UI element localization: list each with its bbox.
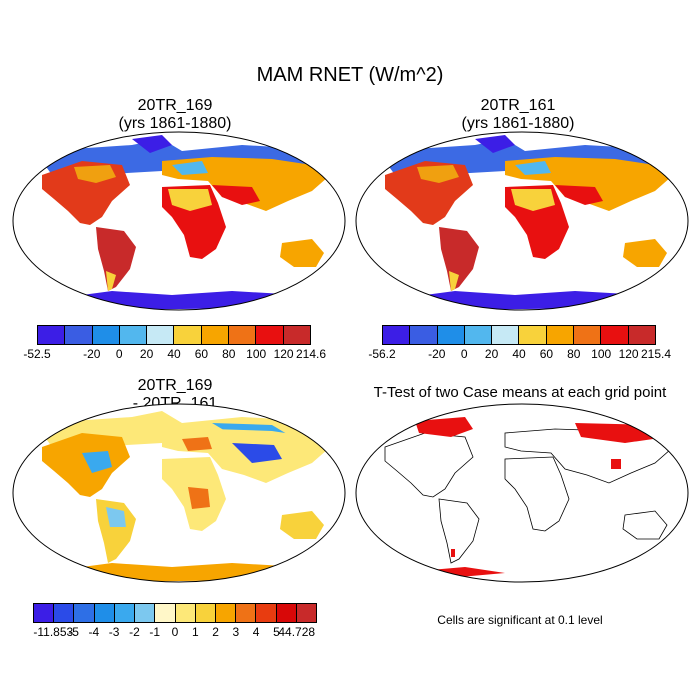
colorbar_3-label-11: 5 [273, 625, 280, 639]
colorbar_3-swatch-2 [74, 604, 95, 622]
north-america-tl [42, 161, 130, 225]
africa-tl [162, 185, 226, 259]
colorbar_3-label-12: 44.728 [278, 625, 316, 639]
colorbar_2-swatch-7 [574, 326, 602, 344]
panel-title-tl-line1: 20TR_169 [137, 97, 213, 114]
colorbar_2-label-2: 0 [460, 347, 468, 361]
colorbar_2-swatch-6 [546, 326, 575, 344]
colorbar_1-swatch-4 [147, 326, 175, 344]
colorbar_2-label-5: 60 [539, 347, 554, 361]
colorbar_2-label-1: -20 [428, 347, 446, 361]
map-panel-br [355, 403, 689, 583]
colorbar_3-label-7: 1 [191, 625, 199, 639]
colorbar-tr [382, 325, 656, 345]
colorbar_1-swatch-1 [65, 326, 93, 344]
colorbar_2-swatch-3 [464, 326, 493, 344]
colorbar_1-label-6: 80 [222, 347, 236, 361]
map-panel-bl [12, 403, 346, 583]
colorbar_2-label-8: 120 [618, 347, 639, 361]
colorbar_3-label-3: -3 [108, 625, 120, 639]
colorbar_1-label-9: 214.6 [295, 347, 327, 361]
colorbar_3-swatch-10 [236, 604, 257, 622]
figure-title: MAM RNET (W/m^2) [256, 64, 444, 86]
eurasia-tl [162, 157, 328, 211]
eurasia-tr [505, 157, 671, 211]
colorbar_1-swatch-8 [256, 326, 284, 344]
colorbar_3-swatch-9 [215, 604, 237, 622]
panel-title-tr-line2: (yrs 1861-1880) [461, 115, 575, 132]
colorbar_1-label-5: 60 [194, 347, 209, 361]
colorbar_2-swatch-2 [437, 326, 465, 344]
panel-title-bl-line1: 20TR_169 [137, 377, 213, 394]
colorbar_1-label-7: 100 [246, 347, 267, 361]
colorbar_3-label-2: -4 [88, 625, 100, 639]
colorbar_1-swatch-3 [119, 326, 148, 344]
colorbar_2-swatch-1 [410, 326, 438, 344]
colorbar_2-swatch-8 [601, 326, 629, 344]
colorbar_3-swatch-8 [195, 604, 216, 622]
eurasia-bl [162, 429, 328, 483]
colorbar_3-label-1: -5 [68, 625, 79, 639]
colorbar_3-swatch-0 [34, 604, 55, 622]
colorbar_3-label-4: -2 [129, 625, 140, 639]
colorbar_3-swatch-12 [276, 604, 297, 622]
colorbar_2-label-9: 215.4 [640, 347, 672, 361]
colorbar-tl [37, 325, 311, 345]
colorbar_3-swatch-1 [54, 604, 75, 622]
colorbar_1-label-4: 40 [167, 347, 181, 361]
australia-tl [280, 239, 324, 267]
colorbar_3-label-5: -1 [149, 625, 161, 639]
colorbar-bl [33, 603, 317, 623]
africa-bl [162, 457, 226, 531]
colorbar_1-label-3: 20 [139, 347, 154, 361]
north-america-bl [42, 433, 130, 497]
colorbar_1-swatch-6 [201, 326, 230, 344]
australia-bl [280, 511, 324, 539]
panel-title-tr: 20TR_161 (yrs 1861-1880) [418, 97, 618, 133]
colorbar_3-label-10: 4 [252, 625, 260, 639]
panel-title-tr-line1: 20TR_161 [480, 97, 556, 114]
map-panel-tr [355, 131, 689, 311]
colorbar_3-swatch-5 [135, 604, 156, 622]
colorbar_3-swatch-4 [114, 604, 136, 622]
significance-note: Cells are significant at 0.1 level [437, 613, 603, 627]
colorbar_3-label-0: -11.853 [33, 625, 74, 639]
colorbar_1-label-2: 0 [115, 347, 123, 361]
africa-tr [505, 185, 569, 259]
panel-title-br: T-Test of two Case means at each grid po… [373, 384, 667, 401]
colorbar_1-swatch-7 [229, 326, 257, 344]
south-america-tr [439, 227, 479, 291]
colorbar_1-label-8: 120 [273, 347, 294, 361]
colorbar_2-label-4: 40 [512, 347, 526, 361]
south-america-bl [96, 499, 136, 563]
panel-title-tl: 20TR_169 (yrs 1861-1880) [75, 97, 275, 133]
colorbar_2-label-7: 100 [591, 347, 612, 361]
colorbar_1-swatch-5 [174, 326, 202, 344]
colorbar_3-label-6: 0 [171, 625, 179, 639]
colorbar_2-label-3: 20 [484, 347, 499, 361]
colorbar_2-label-0: -56.2 [368, 347, 396, 361]
map-panel-tl [12, 131, 346, 311]
colorbar_3-label-8: 2 [212, 625, 219, 639]
colorbar_1-swatch-0 [38, 326, 66, 344]
north-america-tr [385, 161, 473, 225]
colorbar_1-label-0: -52.5 [23, 347, 51, 361]
colorbar_2-swatch-0 [383, 326, 411, 344]
colorbar_3-swatch-13 [296, 604, 317, 622]
south-america-tl [96, 227, 136, 291]
colorbar_3-swatch-3 [94, 604, 115, 622]
colorbar_1-swatch-9 [283, 326, 310, 344]
panel-title-tl-line2: (yrs 1861-1880) [118, 115, 232, 132]
colorbar_2-swatch-4 [492, 326, 520, 344]
colorbar_3-label-9: 3 [232, 625, 240, 639]
australia-tr [623, 239, 667, 267]
colorbar_3-swatch-6 [155, 604, 176, 622]
colorbar_2-label-6: 80 [567, 347, 581, 361]
colorbar_2-swatch-9 [628, 326, 655, 344]
colorbar_3-swatch-11 [256, 604, 277, 622]
colorbar_3-swatch-7 [175, 604, 196, 622]
colorbar_1-label-1: -20 [83, 347, 101, 361]
colorbar_2-swatch-5 [519, 326, 547, 344]
colorbar_1-swatch-2 [92, 326, 120, 344]
